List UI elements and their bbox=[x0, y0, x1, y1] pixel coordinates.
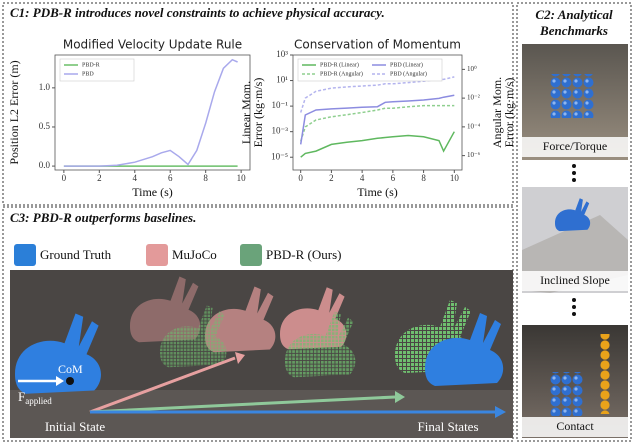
legend-swatch bbox=[14, 244, 36, 266]
x-tick-label: 6 bbox=[391, 173, 396, 183]
y2-tick-label: 10⁻⁴ bbox=[467, 122, 481, 130]
chart-title: Modified Velocity Update Rule bbox=[63, 38, 242, 52]
y2-tick-label: 10⁻⁶ bbox=[467, 151, 481, 159]
legend: Ground Truth MuJoCo PBD-R (Ours) bbox=[14, 244, 341, 266]
y-axis-label: Error (kg·m/s) bbox=[251, 78, 265, 148]
y-tick-label: 10¹ bbox=[276, 75, 288, 85]
y2-tick-label: 10⁰ bbox=[467, 65, 477, 73]
x-tick-label: 0 bbox=[298, 173, 303, 183]
x-tick-label: 4 bbox=[133, 173, 138, 183]
scene-label: Final States bbox=[417, 419, 478, 434]
series-line bbox=[301, 95, 455, 144]
legend-label: PBD (Linear) bbox=[390, 61, 423, 68]
y-tick-label: 0.5 bbox=[39, 121, 51, 131]
y-tick-label: 10⁻³ bbox=[272, 126, 289, 136]
force-symbol: F bbox=[18, 389, 25, 404]
legend-swatch bbox=[240, 244, 262, 266]
x-tick-label: 2 bbox=[329, 173, 334, 183]
legend-label: PBD-R (Angular) bbox=[320, 70, 363, 77]
series-line bbox=[301, 106, 455, 142]
y-tick-label: 0.0 bbox=[39, 160, 51, 170]
benchmark-label: Contact bbox=[556, 419, 594, 433]
x-tick-label: 6 bbox=[168, 173, 173, 183]
y-tick-label: 10⁻⁵ bbox=[271, 151, 288, 161]
y-tick-label: 1.0 bbox=[39, 82, 51, 92]
chart-title: Conservation of Momentum bbox=[294, 38, 461, 52]
x-tick-label: 4 bbox=[360, 173, 365, 183]
sphere-cube bbox=[550, 74, 594, 118]
section-title: C2: Analytical bbox=[535, 7, 613, 22]
x-tick-label: 2 bbox=[97, 173, 102, 183]
legend-label: PBD-R (Linear) bbox=[320, 61, 359, 68]
y-axis-label: Position L2 Error (m) bbox=[7, 60, 21, 164]
section-title: Benchmarks bbox=[539, 23, 608, 38]
legend-label: PBD-R bbox=[82, 62, 100, 68]
x-axis-label: Time (s) bbox=[132, 185, 173, 199]
com-dot bbox=[66, 377, 74, 385]
y-tick-label: 10⁻¹ bbox=[272, 100, 289, 110]
section-title: C1: PDB-R introduces novel constraints t… bbox=[10, 5, 385, 20]
x-tick-label: 0 bbox=[62, 173, 67, 183]
ellipsis bbox=[572, 164, 576, 182]
chart: Modified Velocity Update Rule Time (s) Pos… bbox=[7, 38, 250, 199]
ellipsis bbox=[572, 298, 576, 316]
x-tick-label: 10 bbox=[237, 173, 247, 183]
y-tick-label: 10³ bbox=[276, 49, 288, 59]
x-tick-label: 8 bbox=[203, 173, 208, 183]
y2-axis-label: Error (kg·m/s) bbox=[502, 78, 516, 148]
sphere-cube bbox=[550, 372, 583, 416]
x-axis-label: Time (s) bbox=[357, 185, 398, 199]
force-subscript: applied bbox=[25, 396, 52, 406]
legend-label: MuJoCo bbox=[172, 247, 217, 262]
legend-label: PBD-R (Ours) bbox=[266, 247, 341, 262]
figure: C1: PDB-R introduces novel constraints t… bbox=[0, 0, 634, 444]
legend-label: PBD bbox=[82, 71, 94, 77]
x-tick-label: 8 bbox=[421, 173, 426, 183]
scene-label: Initial State bbox=[45, 419, 106, 434]
section-title: C3: PBD-R outperforms baselines. bbox=[10, 210, 196, 225]
benchmark-label: Inclined Slope bbox=[540, 273, 610, 287]
benchmark-label: Force/Torque bbox=[543, 139, 607, 153]
legend-label: PBD (Angular) bbox=[390, 70, 427, 77]
legend-swatch bbox=[146, 244, 168, 266]
legend-label: Ground Truth bbox=[40, 247, 112, 262]
com-label: CoM bbox=[58, 362, 83, 376]
series-line bbox=[301, 132, 455, 158]
x-tick-label: 10 bbox=[450, 173, 460, 183]
y2-tick-label: 10⁻² bbox=[467, 94, 480, 102]
sphere-column bbox=[600, 334, 610, 414]
